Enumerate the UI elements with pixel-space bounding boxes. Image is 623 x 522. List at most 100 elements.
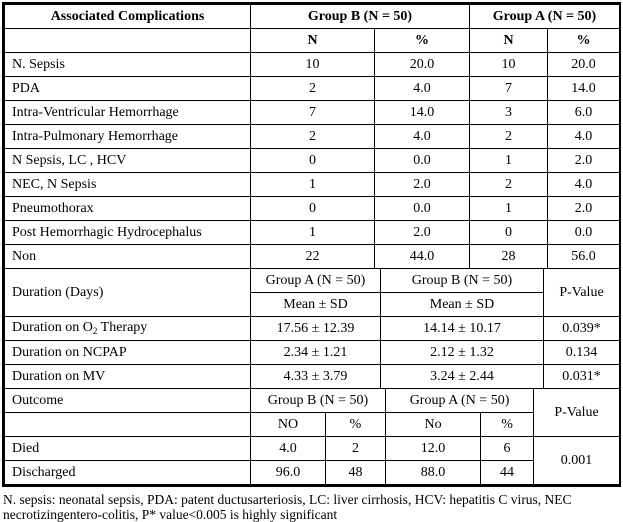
outcome-subheader-row: NO % No % (4, 412, 620, 437)
duration-header-row: Duration (Days) Group A (N = 50) Group B… (4, 268, 620, 317)
value-cell: 0 (250, 148, 375, 173)
complication-row: N. Sepsis 10 20.0 10 20.0 (4, 52, 620, 77)
duration-subheader-row: Mean ± SD Mean ± SD (5, 292, 620, 317)
value-cell: 3.24 ± 2.44 (380, 364, 544, 389)
value-cell: 44.0 (374, 244, 470, 269)
complication-row: Non 22 44.0 28 56.0 (4, 244, 620, 269)
value-cell: 4.0 (374, 76, 470, 101)
value-cell: 48 (324, 460, 387, 485)
complication-row: Post Hemorrhagic Hydrocephalus 1 2.0 0 0… (4, 220, 620, 245)
group-a-n-header: N (469, 28, 548, 53)
outcome-p-value-cell: 0.001 (533, 436, 621, 485)
row-label: PDA (4, 76, 251, 101)
row-label: Pneumothorax (4, 196, 251, 221)
outcome-header-row: Outcome Group B (N = 50) Group A (N = 50… (4, 388, 621, 437)
outcome-b-no-header: NO (250, 412, 326, 437)
value-cell: 4.33 ± 3.79 (250, 364, 381, 389)
duration-row: Duration on O2 Therapy 17.56 ± 12.39 14.… (4, 316, 620, 341)
row-label: Duration on NCPAP (4, 340, 251, 365)
complications-title-cell: Associated Complications (4, 4, 251, 29)
value-cell: 0 (469, 220, 548, 245)
o2-subscript: 2 (92, 326, 98, 337)
value-cell: 0.0 (374, 196, 470, 221)
mean-sd-header: Mean ± SD (380, 292, 544, 317)
complications-table: Associated Complications Group B (N = 50… (4, 4, 620, 269)
value-cell: 10 (250, 52, 375, 77)
duration-group-b-header: Group B (N = 50) (380, 268, 544, 293)
value-cell: 7 (250, 100, 375, 125)
footnote-line: N. sepsis: neonatal sepsis, PDA: patent … (3, 492, 572, 507)
duration-p-value-header: P-Value (543, 268, 620, 317)
value-cell: 96.0 (250, 460, 326, 485)
value-cell: 28 (469, 244, 548, 269)
value-cell: 56.0 (547, 244, 620, 269)
value-cell: 4.0 (547, 124, 620, 149)
group-b-header: Group B (N = 50) (250, 4, 470, 29)
p-value-cell: 0.031* (543, 364, 620, 389)
outcome-a-pct-header: % (480, 412, 535, 437)
complication-row: Intra-Ventricular Hemorrhage 7 14.0 3 6.… (4, 100, 620, 125)
value-cell: 6 (480, 436, 535, 461)
value-cell: 4.0 (250, 436, 326, 461)
complication-row: NEC, N Sepsis 1 2.0 2 4.0 (4, 172, 620, 197)
value-cell: 88.0 (385, 460, 482, 485)
outcome-p-value-header: P-Value (533, 388, 621, 437)
value-cell: 1 (469, 196, 548, 221)
value-cell: 1 (250, 220, 375, 245)
value-cell: 2 (250, 76, 375, 101)
value-cell: 0 (250, 196, 375, 221)
p-value-cell: 0.134 (543, 340, 620, 365)
row-label: Died (4, 436, 251, 461)
outcome-row: Died 4.0 2 12.0 6 0.001 (4, 436, 621, 485)
complication-row: Pneumothorax 0 0.0 1 2.0 (4, 196, 620, 221)
footnote-line: necrotizingentero-colitis, P* value<0.00… (3, 507, 338, 522)
label-text: Duration on O (12, 320, 93, 336)
row-label: Duration on MV (4, 364, 251, 389)
row-label: Discharged (4, 460, 251, 485)
value-cell: 6.0 (547, 100, 620, 125)
row-label: N. Sepsis (4, 52, 251, 77)
value-cell: 10 (469, 52, 548, 77)
duration-row: Duration on NCPAP 2.34 ± 1.21 2.12 ± 1.3… (4, 340, 620, 365)
value-cell: 14.14 ± 10.17 (380, 316, 544, 341)
value-cell: 2 (469, 124, 548, 149)
value-cell: 2 (324, 436, 387, 461)
outcome-table: Outcome Group B (N = 50) Group A (N = 50… (4, 388, 621, 485)
duration-group-a-header: Group A (N = 50) (250, 268, 381, 293)
outcome-title-cell: Outcome (4, 388, 251, 413)
value-cell: 12.0 (385, 436, 482, 461)
empty-cell (4, 28, 251, 53)
row-label: NEC, N Sepsis (4, 172, 251, 197)
value-cell: 20.0 (547, 52, 620, 77)
outcome-group-a-header: Group A (N = 50) (385, 388, 535, 413)
row-label: N Sepsis, LC , HCV (4, 148, 251, 173)
table-footnote: N. sepsis: neonatal sepsis, PDA: patent … (2, 492, 623, 522)
value-cell: 14.0 (547, 76, 620, 101)
duration-table: Duration (Days) Group A (N = 50) Group B… (4, 268, 620, 389)
row-label: Duration on O2 Therapy (4, 316, 251, 341)
value-cell: 2.0 (374, 220, 470, 245)
value-cell: 2.0 (547, 148, 620, 173)
group-a-pct-header: % (547, 28, 620, 53)
value-cell: 20.0 (374, 52, 470, 77)
outcome-b-pct-header: % (324, 412, 387, 437)
row-label: Post Hemorrhagic Hydrocephalus (4, 220, 251, 245)
value-cell: 2 (250, 124, 375, 149)
value-cell: 4.0 (374, 124, 470, 149)
duration-title-cell: Duration (Days) (4, 268, 251, 317)
value-cell: 1 (250, 172, 375, 197)
outcome-a-no-header: No (385, 412, 482, 437)
value-cell: 14.0 (374, 100, 470, 125)
value-cell: 0.0 (547, 220, 620, 245)
value-cell: 2.12 ± 1.32 (380, 340, 544, 365)
row-label: Non (4, 244, 251, 269)
value-cell: 44 (480, 460, 535, 485)
value-cell: 0.0 (374, 148, 470, 173)
value-cell: 2 (469, 172, 548, 197)
value-cell: 22 (250, 244, 375, 269)
complications-subheader-row: N % N % (4, 28, 620, 53)
results-table: Associated Complications Group B (N = 50… (2, 2, 621, 487)
group-b-pct-header: % (374, 28, 470, 53)
value-cell: 2.34 ± 1.21 (250, 340, 381, 365)
